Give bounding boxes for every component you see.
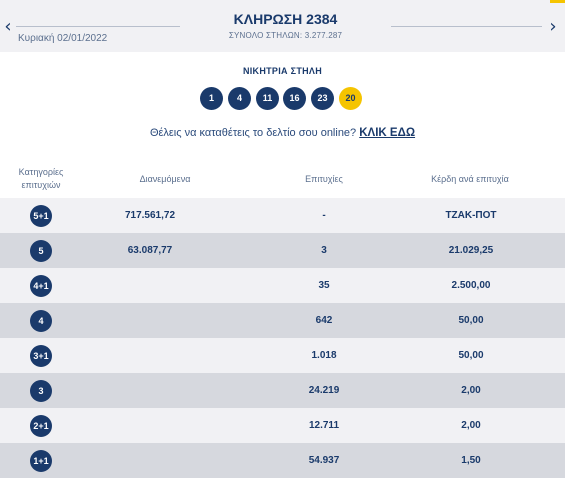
- click-here-link[interactable]: ΚΛΙΚ ΕΔΩ: [359, 127, 416, 139]
- prize-per-winner: ΤΖΑΚ-ΠΟΤ: [445, 210, 497, 221]
- table-row: 4 642 50,00: [0, 303, 565, 338]
- table-row: 1+1 54.937 1,50: [0, 443, 565, 478]
- winners-count: 642: [315, 315, 333, 326]
- distributed-amount: [115, 303, 185, 338]
- table-row: 3+1 1.018 50,00: [0, 338, 565, 373]
- draw-header: ‹ › ΚΛΗΡΩΣΗ 2384 ΣΥΝΟΛΟ ΣΤΗΛΩΝ: 3.277.28…: [0, 0, 565, 52]
- category-badge: 1+1: [30, 450, 52, 472]
- header-distributed: Διανεμόμενα: [139, 174, 191, 184]
- header-winners: Επιτυχίες: [305, 174, 343, 184]
- prize-per-winner: 50,00: [458, 315, 484, 326]
- draw-title: ΚΛΗΡΩΣΗ 2384: [233, 11, 338, 27]
- divider-right: [391, 26, 542, 27]
- prize-per-winner: 2,00: [461, 420, 481, 431]
- winners-count: 35: [318, 280, 330, 291]
- distributed-amount: [115, 443, 185, 478]
- prize-per-winner: 21.029,25: [448, 245, 494, 256]
- chevron-left-icon[interactable]: ‹: [4, 16, 12, 37]
- distributed-amount: 63.087,77: [127, 245, 173, 256]
- joker-number-ball: 20: [339, 87, 362, 110]
- header-category: Κατηγορίες επιτυχιών: [18, 167, 64, 190]
- category-badge: 3+1: [30, 345, 52, 367]
- results-table-header: Κατηγορίες επιτυχιών Διανεμόμενα Επιτυχί…: [0, 162, 565, 198]
- winning-number-ball: 16: [283, 87, 306, 110]
- prize-per-winner: 2,00: [461, 385, 481, 396]
- category-badge: 4: [30, 310, 52, 332]
- header-prize: Κέρδη ανά επιτυχία: [431, 174, 509, 184]
- winners-count: 24.219: [308, 385, 340, 396]
- distributed-amount: [115, 373, 185, 408]
- winning-column-label: ΝΙΚΗΤΡΙΑ ΣΤΗΛΗ: [242, 66, 323, 76]
- table-row: 3 24.219 2,00: [0, 373, 565, 408]
- winners-count: 1.018: [311, 350, 337, 361]
- winners-count: 3: [321, 245, 327, 256]
- draw-date: Κυριακή 02/01/2022: [18, 33, 108, 44]
- prize-per-winner: 1,50: [461, 455, 481, 466]
- distributed-amount: 717.561,72: [124, 210, 176, 221]
- winning-number-ball: 11: [256, 87, 279, 110]
- online-promo: Θέλεις να καταθέτεις το δελτίο σου onlin…: [0, 127, 565, 139]
- table-row: 5 63.087,77 3 21.029,25: [0, 233, 565, 268]
- prize-per-winner: 2.500,00: [451, 280, 491, 291]
- promo-text: Θέλεις να καταθέτεις το δελτίο σου onlin…: [149, 127, 357, 139]
- divider-left: [16, 26, 180, 27]
- distributed-amount: [115, 338, 185, 373]
- winners-count: 12.711: [308, 420, 340, 431]
- chevron-right-icon[interactable]: ›: [549, 16, 557, 37]
- table-row: 2+1 12.711 2,00: [0, 408, 565, 443]
- winners-count: -: [322, 210, 326, 221]
- prize-per-winner: 50,00: [458, 350, 484, 361]
- total-columns: ΣΥΝΟΛΟ ΣΤΗΛΩΝ: 3.277.287: [228, 31, 343, 40]
- category-badge: 3: [30, 380, 52, 402]
- category-badge: 5+1: [30, 205, 52, 227]
- category-badge: 2+1: [30, 415, 52, 437]
- winners-count: 54.937: [308, 455, 340, 466]
- winning-number-ball: 23: [311, 87, 334, 110]
- winning-number-ball: 1: [200, 87, 223, 110]
- table-row: 5+1 717.561,72 - ΤΖΑΚ-ΠΟΤ: [0, 198, 565, 233]
- category-badge: 4+1: [30, 275, 52, 297]
- category-badge: 5: [30, 240, 52, 262]
- table-row: 4+1 35 2.500,00: [0, 268, 565, 303]
- distributed-amount: [115, 268, 185, 303]
- winning-number-ball: 4: [228, 87, 251, 110]
- distributed-amount: [115, 408, 185, 443]
- accent-bar: [550, 0, 565, 3]
